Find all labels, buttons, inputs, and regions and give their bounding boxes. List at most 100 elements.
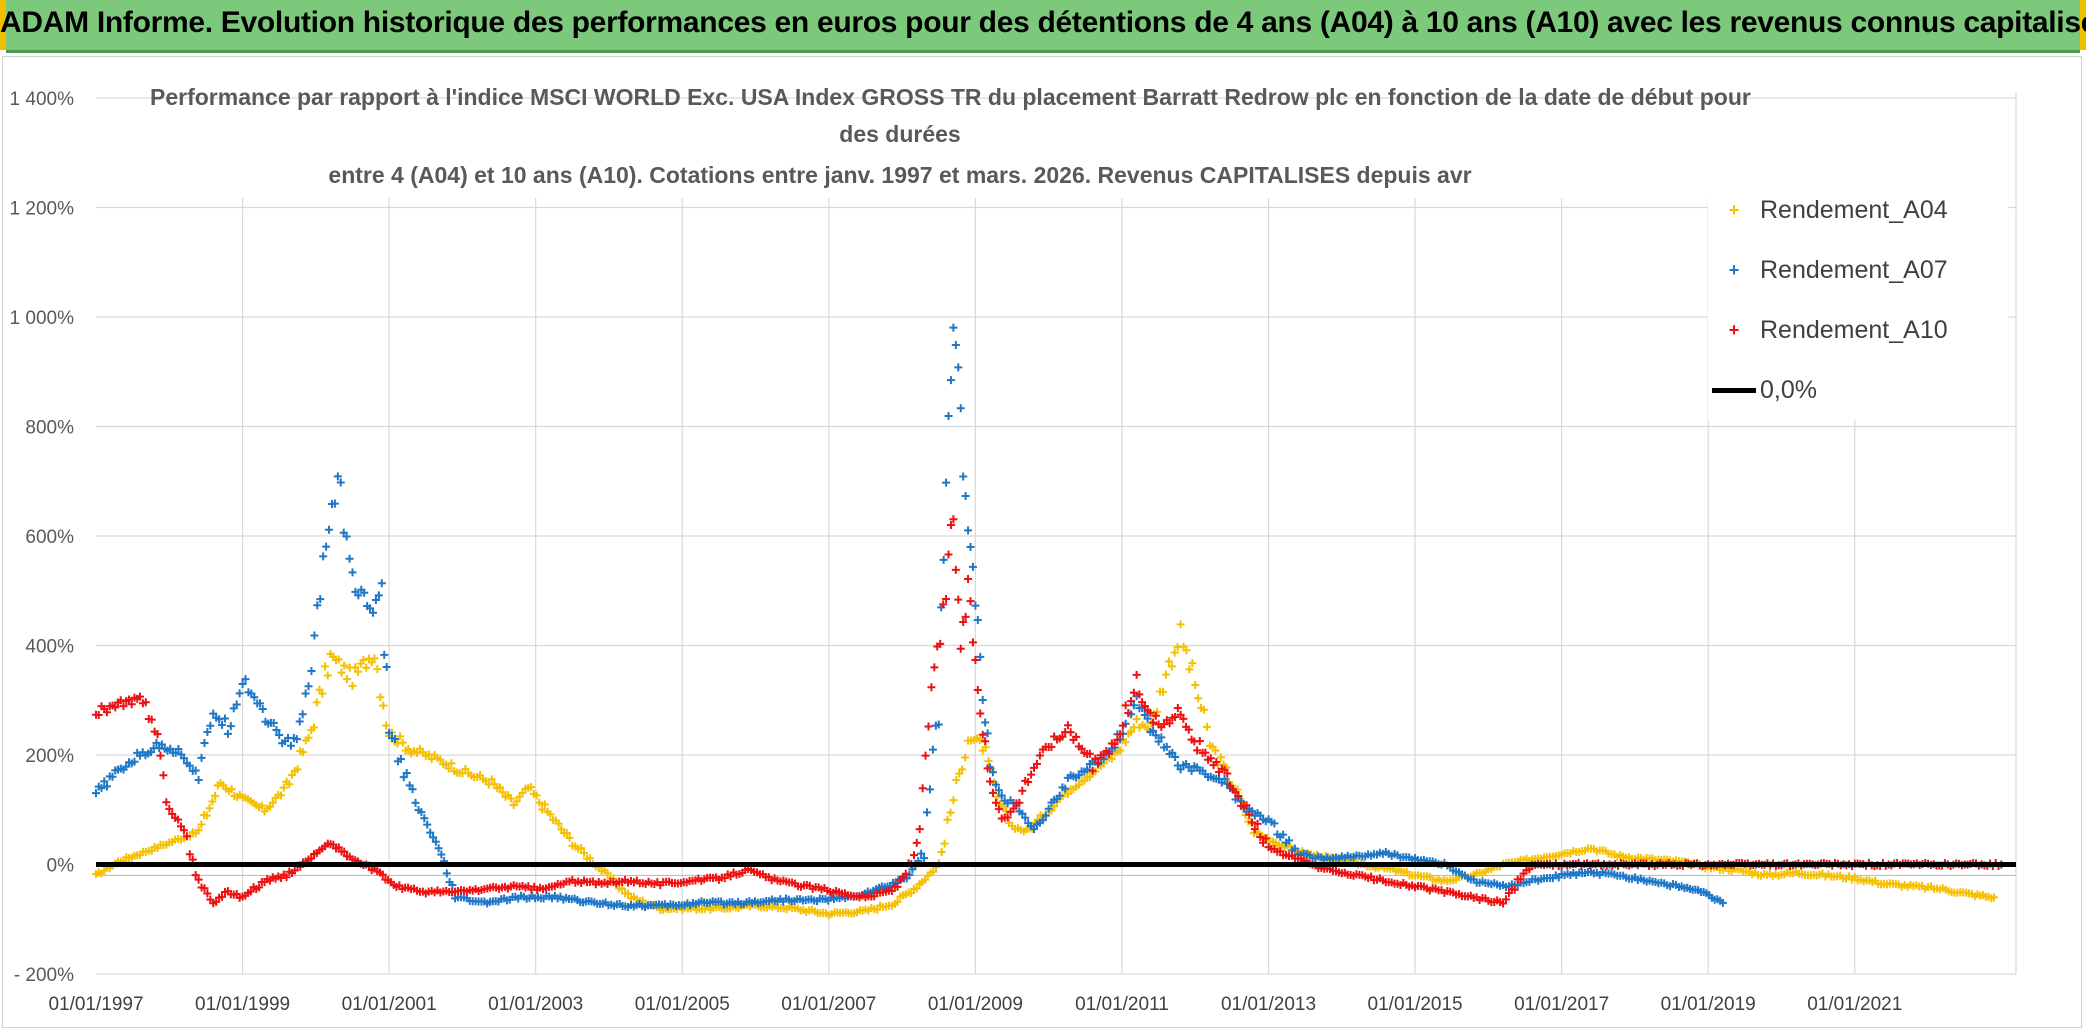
a04-point <box>202 811 211 820</box>
a04-point <box>540 800 549 809</box>
a07-point <box>108 772 117 781</box>
a10-point <box>978 730 987 739</box>
a07-point <box>429 833 438 842</box>
a04-point <box>323 671 332 680</box>
x-tick-label: 01/01/2017 <box>1514 994 1609 1015</box>
a10-point <box>156 751 165 760</box>
a10-point <box>991 798 1000 807</box>
a10-point <box>1132 670 1141 679</box>
a10-point <box>203 889 212 898</box>
a07-point <box>174 745 183 753</box>
a04-point <box>975 736 984 745</box>
y-tick-label: 800% <box>25 418 74 439</box>
a10-point <box>924 722 933 731</box>
legend-marker-a07: + <box>1728 259 1740 280</box>
header-band <box>6 0 2080 53</box>
a10-point <box>1193 746 1202 755</box>
a04-point <box>447 759 456 768</box>
a10-point <box>1245 810 1254 819</box>
a07-point <box>983 729 992 738</box>
x-tick-label: 01/01/2011 <box>1075 994 1169 1015</box>
a07-point <box>1290 844 1299 853</box>
a10-point <box>1250 825 1259 834</box>
a10-point <box>1149 718 1158 727</box>
a10-point <box>976 709 985 718</box>
a07-point <box>1030 825 1039 834</box>
a04-point <box>293 765 302 774</box>
a10-point <box>282 873 291 882</box>
a10-point <box>944 550 953 559</box>
a07-point <box>319 552 328 561</box>
a04-point <box>1211 746 1220 755</box>
a10-point <box>165 804 174 813</box>
a04-point <box>1085 772 1094 781</box>
a10-point <box>959 617 968 626</box>
a10-point <box>1248 818 1257 827</box>
a04-point <box>288 771 297 780</box>
a10-point <box>1184 725 1193 734</box>
a07-point <box>942 478 951 487</box>
a07-point <box>920 854 929 863</box>
a04-point <box>340 661 349 670</box>
a07-point <box>166 744 175 753</box>
a07-point <box>371 595 380 604</box>
a04-point <box>506 794 515 803</box>
a07-point <box>396 755 405 764</box>
a10-point <box>930 663 939 672</box>
a10-point <box>162 798 171 807</box>
a10-point <box>1118 721 1127 730</box>
a07-point <box>971 601 980 610</box>
a04-point <box>304 733 313 742</box>
a10-point <box>887 886 896 895</box>
a04-point <box>538 805 547 814</box>
a10-point <box>936 639 945 648</box>
a07-point <box>369 608 378 617</box>
a07-point <box>307 666 316 675</box>
a10-point <box>951 565 960 574</box>
a07-point <box>348 568 357 577</box>
y-tick-label: 400% <box>25 637 74 658</box>
a10-point <box>973 686 982 694</box>
a10-point <box>1015 798 1024 807</box>
a10-point <box>135 692 144 701</box>
a04-point <box>351 663 360 672</box>
a04-point <box>937 848 946 857</box>
a10-point <box>1072 732 1081 741</box>
a10-point <box>1256 832 1265 841</box>
a04-point <box>197 820 206 829</box>
a04-point <box>940 839 949 848</box>
a10-point <box>1176 710 1185 719</box>
a10-point <box>102 708 111 717</box>
a10-point <box>1088 766 1097 775</box>
a10-point <box>1035 751 1044 760</box>
a07-point <box>1074 771 1083 780</box>
a07-point <box>295 717 304 726</box>
a10-point <box>968 638 977 647</box>
a10-point <box>182 832 191 841</box>
a10-point <box>147 715 156 724</box>
a10-point <box>1165 719 1174 728</box>
a04-point <box>279 783 288 792</box>
a07-point <box>1083 765 1092 774</box>
chart-frame <box>2 56 2082 1028</box>
a07-point <box>194 775 203 784</box>
a10-point <box>246 887 255 896</box>
a10-point <box>340 847 349 856</box>
a07-point <box>431 837 440 846</box>
y-tick-label: - 200% <box>14 965 74 986</box>
a04-point <box>404 745 413 754</box>
a07-point <box>292 735 301 744</box>
a04-point <box>310 723 319 732</box>
a04-point <box>342 675 351 684</box>
a07-point <box>286 741 295 750</box>
a10-point <box>1032 760 1041 769</box>
a07-point <box>92 789 100 798</box>
a04-point <box>946 808 955 817</box>
a04-point <box>396 732 405 741</box>
a10-point <box>949 515 958 524</box>
legend-marker-a10: + <box>1728 319 1740 340</box>
legend-item-a04: + Rendement_A04 <box>1708 190 1948 230</box>
a04-point <box>554 819 563 828</box>
a10-point <box>194 875 203 884</box>
legend-item-a10: + Rendement_A10 <box>1708 310 1948 350</box>
